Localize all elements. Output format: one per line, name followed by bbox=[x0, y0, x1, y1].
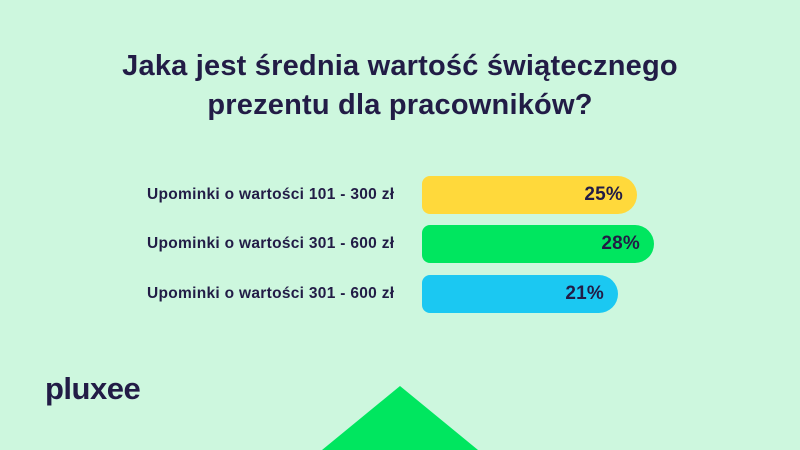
chart-title-line1: Jaka jest średnia wartość świątecznego bbox=[122, 50, 678, 82]
bar-101-300: 25% bbox=[422, 176, 637, 214]
bar-301-600: 28% bbox=[422, 225, 654, 263]
bar-value-label: 28% bbox=[601, 233, 640, 254]
bar-label-301-600: Upominki o wartości 301 - 600 zł bbox=[147, 235, 395, 252]
bar-label-101-300: Upominki o wartości 101 - 300 zł bbox=[147, 186, 395, 203]
pluxee-logo: pluxee bbox=[45, 371, 141, 406]
bar-value-label: 25% bbox=[584, 184, 623, 205]
chart-title: Jaka jest średnia wartość świątecznego pr… bbox=[0, 47, 800, 125]
chart-title-line2: prezentu dla pracowników? bbox=[207, 89, 593, 121]
bar-label-301-600-b: Upominki o wartości 301 - 600 zł bbox=[147, 285, 395, 302]
arrow-up-decoration bbox=[322, 386, 478, 450]
bar-value-label: 21% bbox=[565, 283, 604, 304]
bar-301-600-b: 21% bbox=[422, 275, 618, 313]
